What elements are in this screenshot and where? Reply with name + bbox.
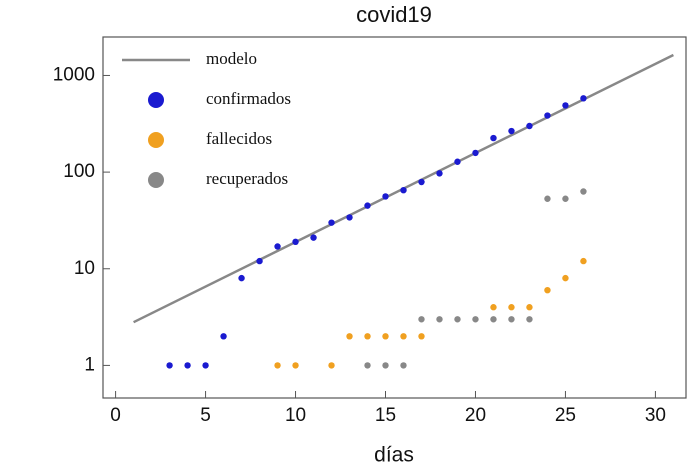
point xyxy=(508,316,515,323)
x-tick-label: 25 xyxy=(555,405,576,426)
point xyxy=(454,158,461,165)
x-tick-label: 15 xyxy=(375,405,396,426)
point xyxy=(490,304,497,311)
point xyxy=(472,316,479,323)
y-tick-label: 1 xyxy=(84,354,95,375)
point xyxy=(382,333,389,340)
point xyxy=(562,195,569,202)
point xyxy=(508,127,515,135)
point xyxy=(580,95,587,102)
chart-title: covid19 xyxy=(356,2,432,27)
point xyxy=(490,316,497,323)
point xyxy=(274,362,281,369)
point xyxy=(562,274,569,282)
legend-label: modelo xyxy=(206,49,257,68)
x-axis-label: días xyxy=(374,444,414,467)
point xyxy=(166,362,173,369)
point xyxy=(400,186,407,194)
point xyxy=(580,257,587,265)
point xyxy=(310,234,317,241)
legend-swatch xyxy=(148,92,164,108)
legend-swatch xyxy=(148,132,164,148)
point xyxy=(418,333,425,340)
point xyxy=(490,134,497,142)
point xyxy=(508,304,515,311)
point xyxy=(382,193,389,200)
point xyxy=(346,214,353,221)
plot-frame xyxy=(102,36,687,399)
point xyxy=(328,362,335,369)
legend-swatch xyxy=(148,172,164,188)
point xyxy=(562,102,569,109)
x-tick-label: 5 xyxy=(200,405,211,426)
point xyxy=(382,362,389,369)
point xyxy=(544,195,551,202)
point xyxy=(292,238,299,246)
point xyxy=(364,202,371,209)
legend-label: recuperados xyxy=(206,169,288,188)
x-tick-label: 0 xyxy=(110,405,121,426)
point xyxy=(364,333,371,340)
y-tick-label: 100 xyxy=(63,161,95,182)
point xyxy=(526,316,533,323)
point xyxy=(526,304,533,311)
point xyxy=(400,362,407,369)
x-tick-label: 10 xyxy=(285,405,306,426)
point xyxy=(256,257,263,265)
point xyxy=(328,219,335,226)
point xyxy=(544,286,551,294)
point xyxy=(580,188,587,195)
legend-label: confirmados xyxy=(206,89,291,108)
point xyxy=(526,122,533,130)
point xyxy=(220,333,227,340)
point xyxy=(436,170,443,177)
point xyxy=(454,316,461,323)
x-tick-label: 30 xyxy=(645,405,666,426)
point xyxy=(418,316,425,323)
legend-label: fallecidos xyxy=(206,129,272,148)
y-tick-label: 10 xyxy=(74,258,95,279)
point xyxy=(436,316,443,323)
point xyxy=(472,149,479,157)
x-tick-label: 20 xyxy=(465,405,486,426)
point xyxy=(202,362,209,369)
point xyxy=(364,362,371,369)
y-tick-label: 1000 xyxy=(53,64,95,85)
point xyxy=(346,333,353,340)
point xyxy=(274,243,281,250)
point xyxy=(184,362,191,369)
point xyxy=(400,333,407,340)
point xyxy=(238,274,245,282)
point xyxy=(418,178,425,186)
point xyxy=(292,362,299,369)
point xyxy=(544,112,551,119)
